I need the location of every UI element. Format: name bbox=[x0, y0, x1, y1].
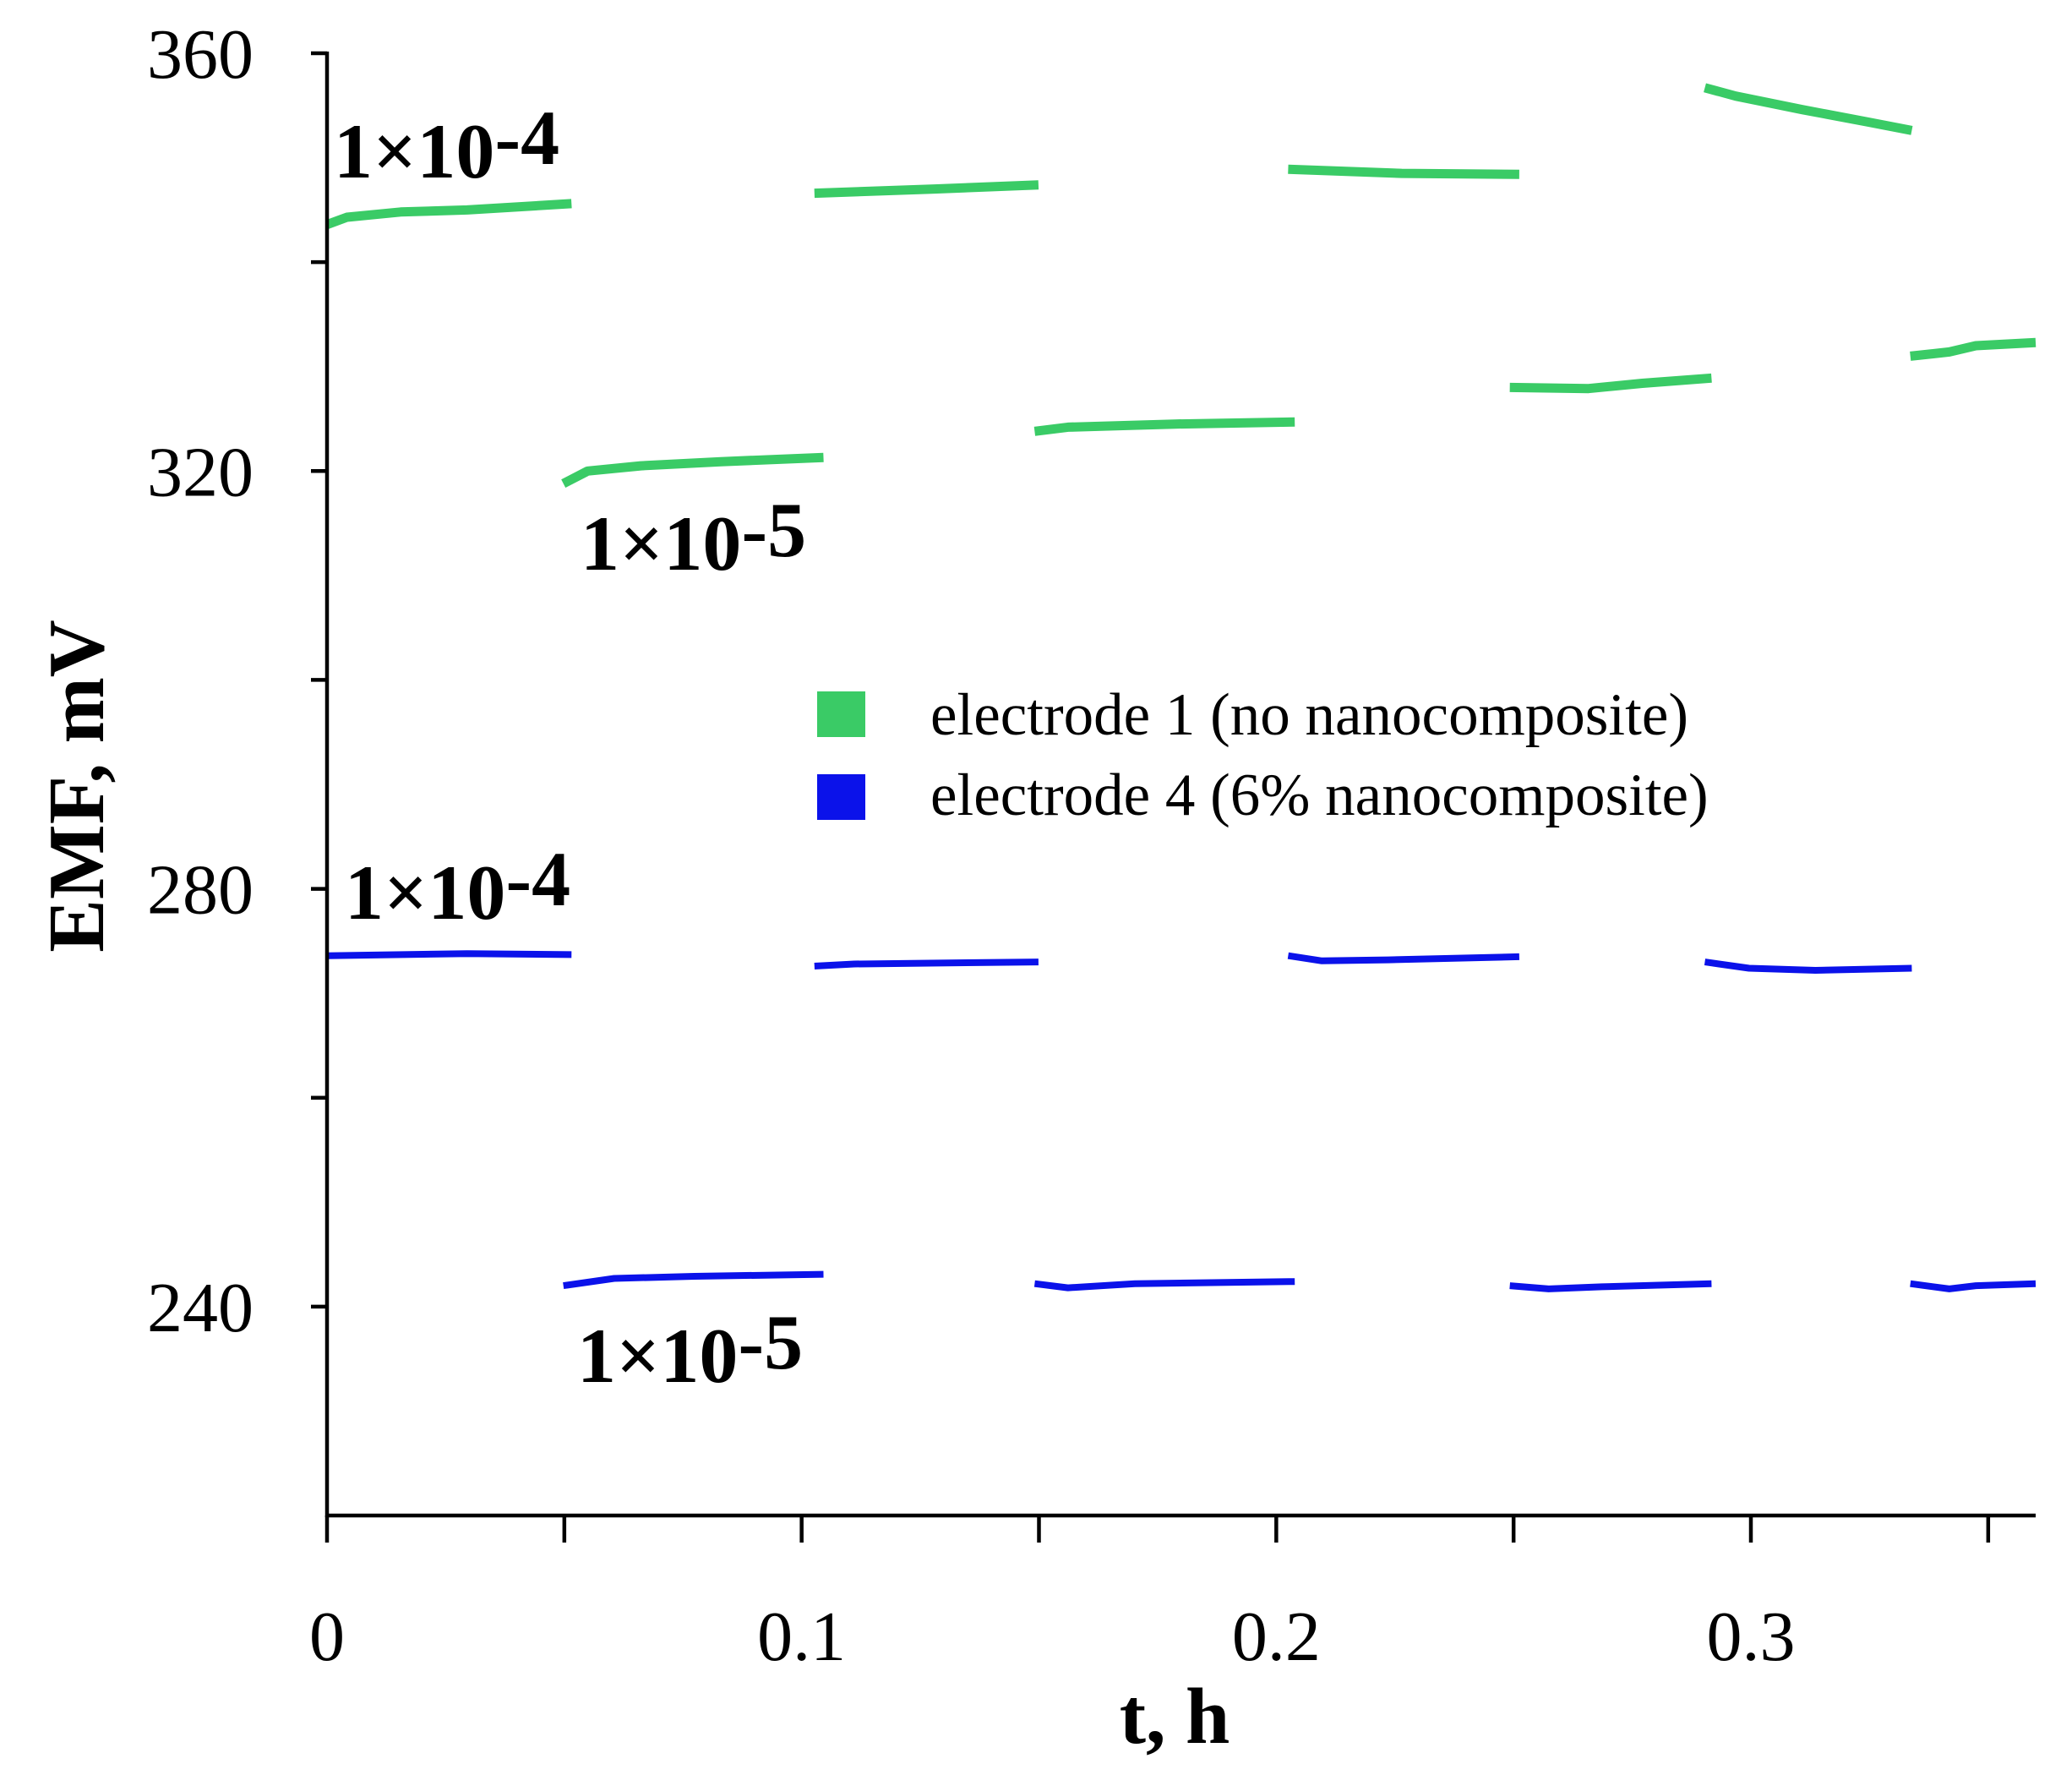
electrode-1-line-segment-6 bbox=[1509, 373, 1712, 394]
electrode-4-line-segment-7 bbox=[1704, 958, 1912, 974]
y-tick-label: 360 bbox=[147, 15, 254, 94]
electrode-4-line-segment-5 bbox=[1287, 952, 1519, 964]
electrode-4-line-segment-2 bbox=[563, 1270, 824, 1290]
legend-entry-electrode-4: electrode 4 (6% nanocomposite) bbox=[817, 762, 1709, 828]
electrode-1-line-segment-8 bbox=[1910, 337, 2037, 361]
electrode-1-line-segment-4 bbox=[1033, 417, 1295, 436]
legend-swatch-electrode-4 bbox=[817, 774, 865, 820]
electrode-4-line-segment-6 bbox=[1509, 1280, 1712, 1292]
concentration-label: 1×10-5 bbox=[581, 487, 806, 587]
electrode-4-line-segment-3 bbox=[814, 958, 1039, 969]
electrode-4-line-segment-4 bbox=[1033, 1278, 1295, 1292]
concentration-label: 1×10-4 bbox=[345, 836, 570, 936]
legend-swatch-electrode-1 bbox=[817, 691, 865, 737]
y-tick-label: 240 bbox=[147, 1269, 254, 1347]
concentration-label: 1×10-5 bbox=[577, 1299, 803, 1399]
concentration-label: 1×10-4 bbox=[334, 95, 559, 194]
y-tick-label: 320 bbox=[147, 433, 254, 511]
y-axis-title: EMF, mV bbox=[33, 620, 121, 952]
y-tick-label: 280 bbox=[147, 851, 254, 930]
electrode-1-line-segment-1 bbox=[325, 199, 572, 229]
legend-entry-electrode-1: electrode 1 (no nanocomposite) bbox=[817, 682, 1688, 748]
ticks: 240 280 320 360 0 0.1 0.2 0.3 bbox=[147, 15, 1991, 1676]
x-tick-label: 0 bbox=[309, 1598, 345, 1676]
electrode-1-line-segment-5 bbox=[1288, 164, 1519, 179]
concentration-annotations: 1×10-4 1×10-5 1×10-4 1×10-5 bbox=[334, 95, 806, 1399]
legend-label-electrode-1: electrode 1 (no nanocomposite) bbox=[930, 682, 1688, 748]
x-tick-label: 0.1 bbox=[757, 1598, 846, 1676]
series-layer bbox=[325, 83, 2037, 1292]
x-tick-label: 0.3 bbox=[1707, 1598, 1796, 1676]
electrode-4-line-segment-1 bbox=[326, 950, 572, 959]
electrode-1-line-segment-7 bbox=[1704, 83, 1913, 135]
x-tick-label: 0.2 bbox=[1232, 1598, 1321, 1676]
electrode-1-line-segment-2 bbox=[561, 452, 824, 488]
x-axis-title: t, h bbox=[1120, 1673, 1230, 1761]
legend-label-electrode-4: electrode 4 (6% nanocomposite) bbox=[930, 762, 1709, 828]
electrode-4-line-segment-8 bbox=[1910, 1280, 2037, 1292]
electrode-1-line-segment-3 bbox=[814, 180, 1039, 199]
legend: electrode 1 (no nanocomposite) electrode… bbox=[817, 682, 1709, 828]
